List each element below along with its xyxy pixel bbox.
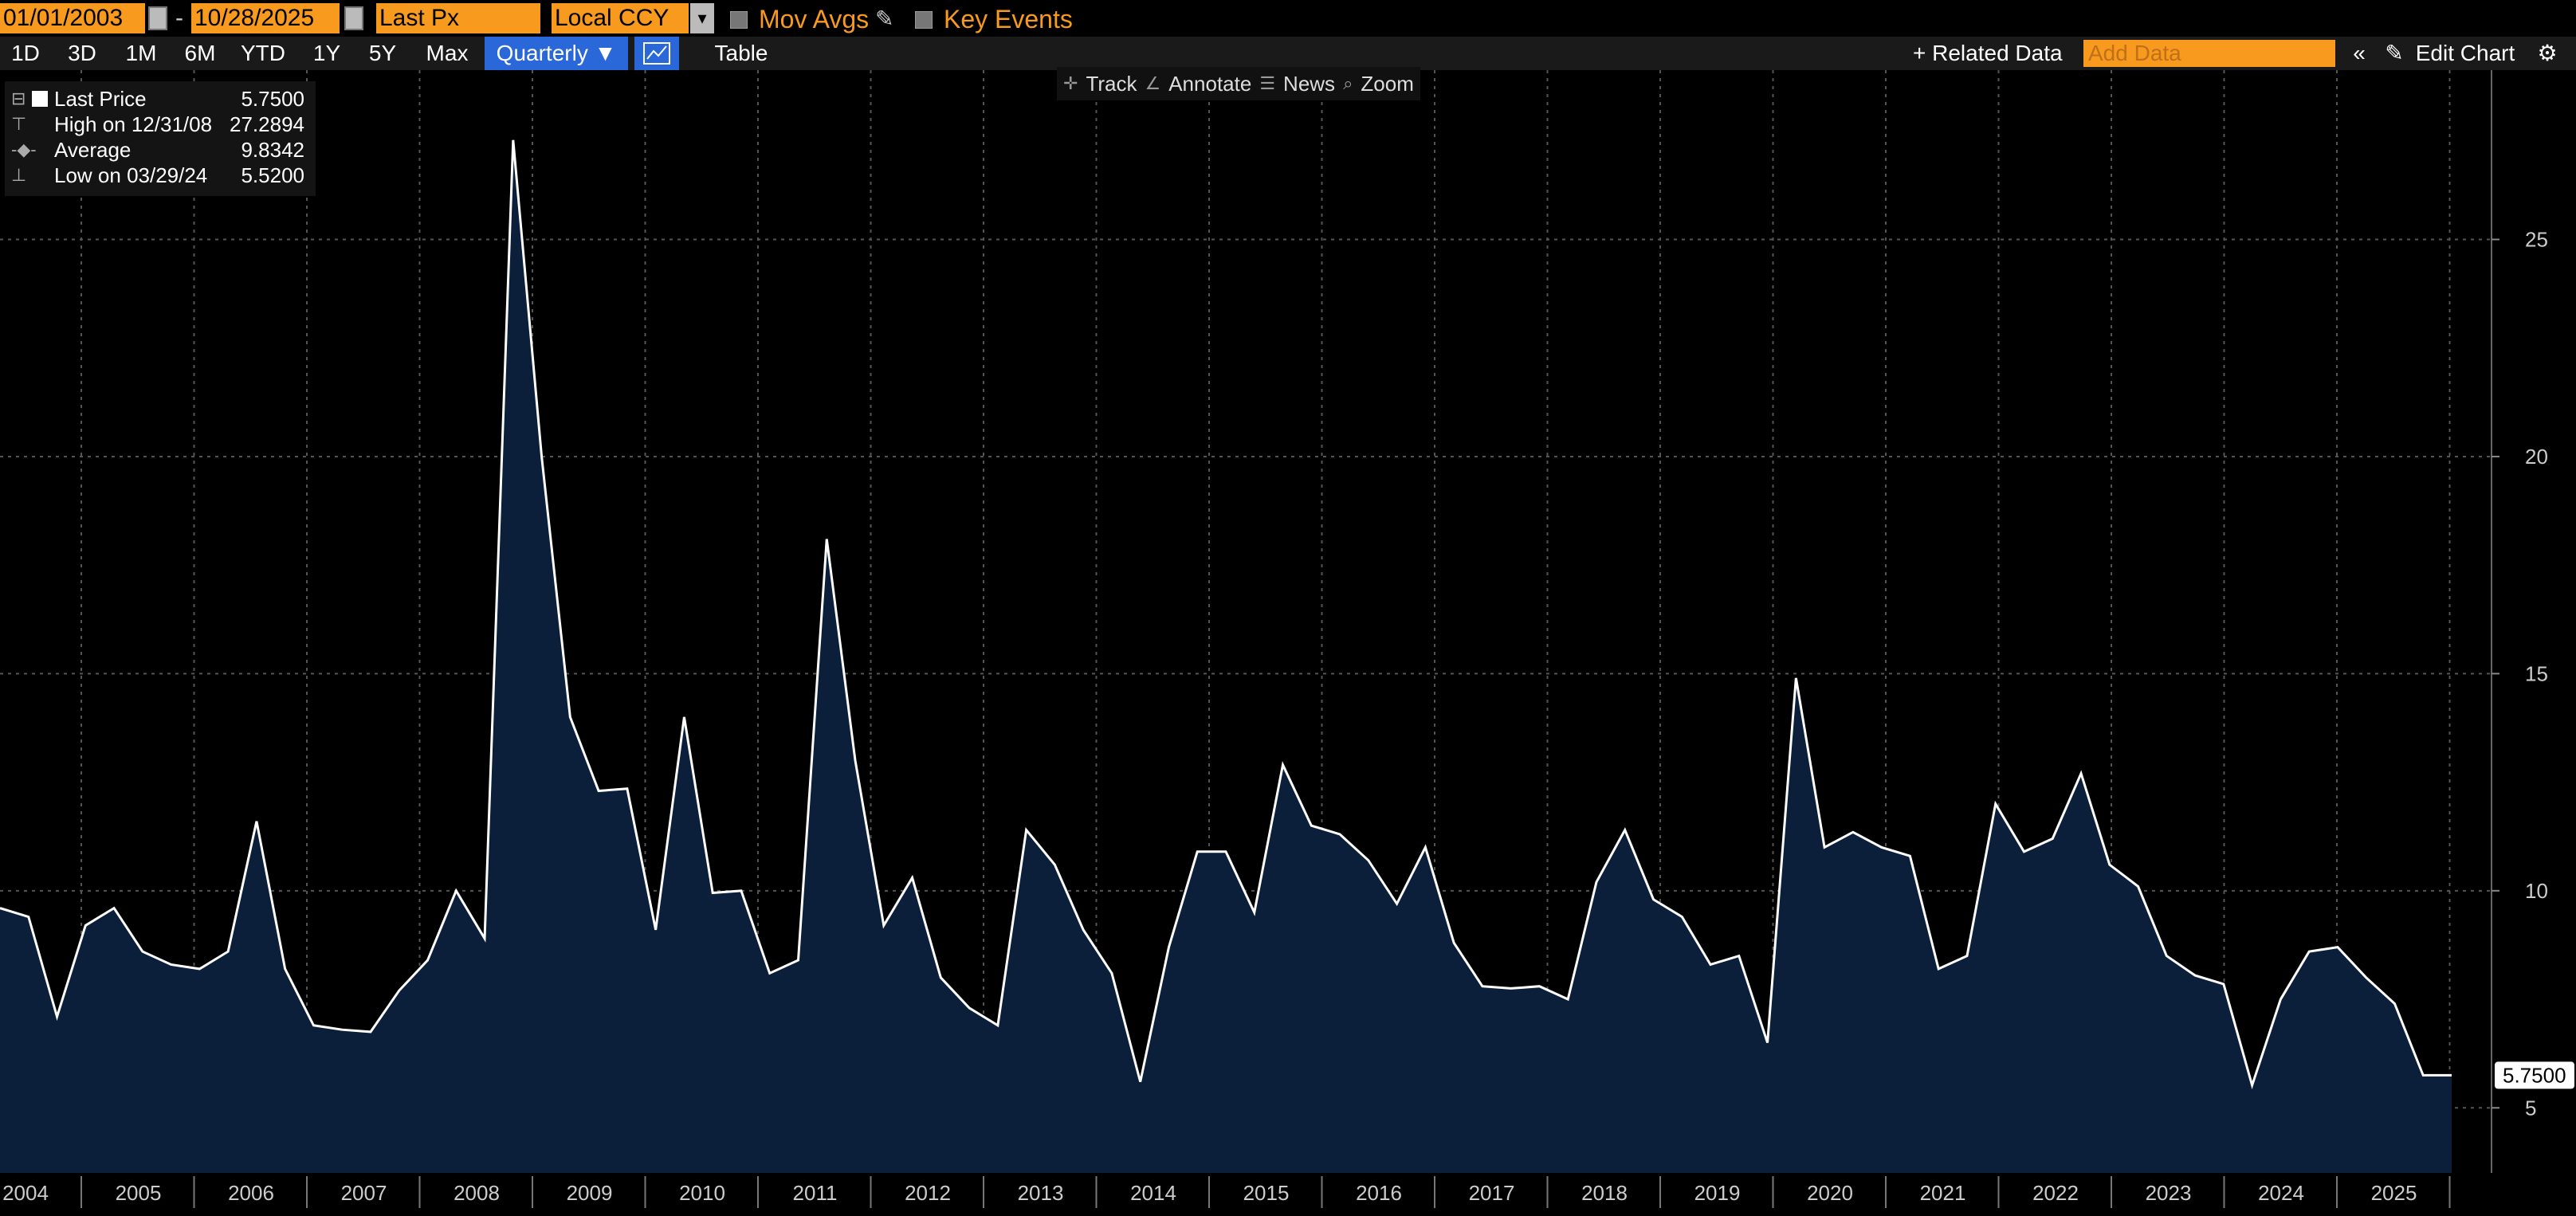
high-marker-icon: ⊤ <box>11 114 27 134</box>
x-axis-ticks: 2004 2005 2006 2007 2008 2009 2010 2011 2012 2013… <box>2 1176 2451 1208</box>
chevron-down-icon[interactable]: ▾ <box>690 3 714 33</box>
x-tick-label: 2007 <box>341 1181 387 1205</box>
x-tick-label: 2016 <box>1356 1181 1402 1205</box>
x-tick-label: 2014 <box>1130 1181 1176 1205</box>
y-axis-ticks: 5 10 15 20 25 <box>2492 228 2548 1120</box>
table-button[interactable]: Table <box>714 41 768 65</box>
y-tick-label: 5 <box>2525 1096 2536 1120</box>
y-tick-label: 25 <box>2525 228 2548 252</box>
x-tick-label: 2004 <box>2 1181 49 1205</box>
period-max-button[interactable]: Max <box>426 41 469 65</box>
last-value-tag: 5.7500 <box>2495 1061 2574 1089</box>
x-tick-label: 2012 <box>905 1181 951 1205</box>
line-chart-icon[interactable] <box>634 37 679 70</box>
related-data-button[interactable]: + Related Data <box>1913 41 2063 65</box>
edit-chart-button[interactable]: Edit Chart <box>2415 41 2515 65</box>
annotate-icon: ∠ <box>1145 73 1161 93</box>
zoom-icon: ⌕ <box>1343 73 1353 93</box>
x-axis <box>0 1176 2576 1216</box>
pencil-icon[interactable]: ✎ <box>2385 41 2404 65</box>
x-tick-label: 2011 <box>793 1181 838 1205</box>
x-tick-label: 2010 <box>679 1181 725 1205</box>
x-tick-label: 2005 <box>116 1181 162 1205</box>
news-icon: ☰ <box>1259 73 1276 93</box>
crosshair-icon: ✛ <box>1063 73 1078 93</box>
legend-last-price[interactable]: ⊟ Last Price 5.7500 <box>11 87 304 111</box>
period-ytd-button[interactable]: YTD <box>241 41 285 65</box>
low-marker-icon: ⊥ <box>11 165 27 185</box>
annotate-button[interactable]: ∠ Annotate <box>1145 67 1251 100</box>
last-value-label: 5.7500 <box>2503 1063 2566 1087</box>
x-tick-label: 2017 <box>1469 1181 1515 1205</box>
x-tick-label: 2022 <box>2032 1181 2079 1205</box>
collapse-icon[interactable]: « <box>2353 41 2366 65</box>
x-tick-label: 2009 <box>567 1181 613 1205</box>
x-tick-label: 2019 <box>1694 1181 1741 1205</box>
period-5y-button[interactable]: 5Y <box>368 41 397 65</box>
chart-tools: ✛ Track ∠ Annotate ☰ News ⌕ Zoom <box>1057 67 1420 100</box>
x-tick-label: 2006 <box>228 1181 274 1205</box>
x-tick-label: 2025 <box>2371 1181 2417 1205</box>
y-tick-label: 10 <box>2525 879 2548 903</box>
gear-icon[interactable]: ⚙ <box>2537 41 2558 65</box>
period-1d-button[interactable]: 1D <box>11 41 40 65</box>
add-data-input[interactable]: Add Data <box>2083 40 2335 67</box>
collapse-tree-icon: ⊟ <box>11 88 26 108</box>
legend: ⊟ Last Price 5.7500 ⊤ High on 12/31/08 2… <box>5 81 316 196</box>
x-tick-label: 2008 <box>454 1181 500 1205</box>
price-area <box>0 139 2452 1173</box>
start-date-field[interactable]: 01/01/2003 <box>0 3 145 33</box>
average-marker-icon: -◆- <box>11 139 37 159</box>
mov-avgs-checkbox[interactable] <box>730 11 748 29</box>
period-3d-button[interactable]: 3D <box>68 41 96 65</box>
price-line <box>0 139 2452 1090</box>
date-separator: - <box>175 5 183 31</box>
period-toolbar: 1D 3D 1M 6M YTD 1Y 5Y Max Quarterly ▼ Ta… <box>0 37 2576 70</box>
key-events-checkbox[interactable] <box>915 11 933 29</box>
end-date-field[interactable]: 10/28/2025 <box>191 3 340 33</box>
x-tick-label: 2021 <box>1920 1181 1966 1205</box>
y-tick-label: 15 <box>2525 661 2548 685</box>
zoom-button[interactable]: ⌕ Zoom <box>1343 67 1414 100</box>
period-1m-button[interactable]: 1M <box>125 41 157 65</box>
y-tick-label: 20 <box>2525 445 2548 469</box>
mov-avgs-label[interactable]: Mov Avgs <box>759 5 870 33</box>
legend-high: ⊤ High on 12/31/08 27.2894 <box>11 112 304 136</box>
calendar-icon[interactable] <box>148 6 167 30</box>
frequency-dropdown[interactable]: Quarterly ▼ <box>485 37 628 70</box>
x-tick-label: 2023 <box>2146 1181 2192 1205</box>
x-tick-label: 2024 <box>2258 1181 2304 1205</box>
calendar-icon[interactable] <box>344 6 363 30</box>
legend-low: ⊥ Low on 03/29/24 5.5200 <box>11 163 304 187</box>
pencil-icon[interactable]: ✎ <box>875 6 894 31</box>
key-events-label[interactable]: Key Events <box>944 5 1073 33</box>
track-button[interactable]: ✛ Track <box>1063 67 1137 100</box>
period-1y-button[interactable]: 1Y <box>312 41 341 65</box>
news-button[interactable]: ☰ News <box>1259 67 1335 100</box>
period-6m-button[interactable]: 6M <box>184 41 216 65</box>
legend-average: -◆- Average 9.8342 <box>11 138 304 162</box>
x-tick-label: 2018 <box>1581 1181 1628 1205</box>
x-tick-label: 2015 <box>1243 1181 1290 1205</box>
top-toolbar: 01/01/2003 - 10/28/2025 Last Px Local CC… <box>0 0 2576 37</box>
x-tick-label: 2020 <box>1807 1181 1853 1205</box>
currency-selector[interactable]: Local CCY <box>552 3 689 33</box>
field-selector[interactable]: Last Px <box>376 3 540 33</box>
x-tick-label: 2013 <box>1018 1181 1064 1205</box>
series-swatch <box>32 91 48 107</box>
